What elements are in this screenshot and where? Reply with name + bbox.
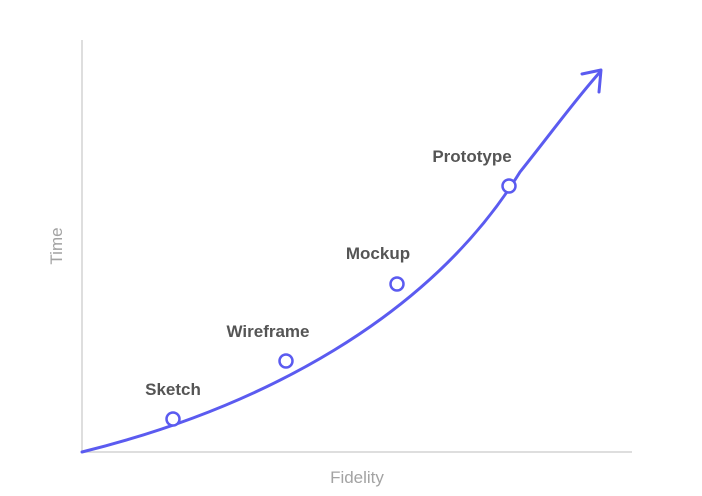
growth-curve bbox=[80, 70, 602, 454]
stage-marker-sketch bbox=[165, 411, 181, 427]
stage-label-wireframe: Wireframe bbox=[227, 322, 310, 341]
y-axis-label: Time bbox=[47, 227, 66, 264]
stage-label-mockup: Mockup bbox=[346, 244, 410, 263]
arrow-head-icon bbox=[580, 68, 603, 94]
stage-label-prototype: Prototype bbox=[432, 147, 511, 166]
stage-label-sketch: Sketch bbox=[145, 380, 201, 399]
x-axis-label: Fidelity bbox=[330, 468, 384, 487]
stage-marker-prototype bbox=[501, 178, 517, 194]
stage-marker-mockup bbox=[389, 276, 405, 292]
stage-marker-wireframe bbox=[278, 353, 294, 369]
